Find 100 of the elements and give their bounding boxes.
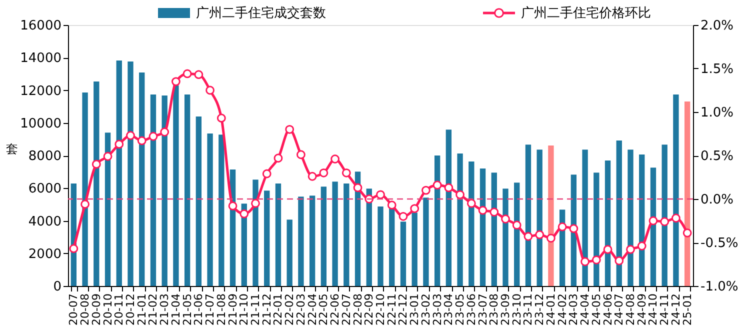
bar <box>639 154 645 286</box>
x-tick-label: 22-07 <box>340 294 353 326</box>
point <box>148 132 158 141</box>
point <box>648 216 658 226</box>
bar <box>378 206 384 286</box>
point <box>206 86 215 95</box>
x-tick-label: 22-09 <box>362 294 376 326</box>
bar <box>162 95 168 286</box>
y2-tick-label: 1.5% <box>700 62 734 77</box>
bar <box>173 85 179 286</box>
point <box>682 228 692 238</box>
bar <box>104 132 111 286</box>
point <box>501 214 510 224</box>
legend-label: 广州二手住宅成交套数 <box>196 5 326 21</box>
x-tick-label: 23-12 <box>533 294 546 326</box>
x-tick-label: 23-03 <box>430 294 444 326</box>
x-tick-label: 23-10 <box>510 294 524 326</box>
point <box>194 70 204 80</box>
y-tick-label: 4000 <box>28 214 62 230</box>
bar <box>150 94 156 286</box>
point <box>319 168 328 178</box>
x-tick-label: 23-05 <box>454 294 467 326</box>
bar <box>673 94 679 286</box>
x-tick-label: 20-11 <box>112 294 126 326</box>
point <box>228 202 238 210</box>
point <box>398 212 408 221</box>
bar <box>594 172 600 286</box>
x-tick-label: 23-01 <box>408 294 422 326</box>
x-tick-label: 21-04 <box>169 294 182 326</box>
y-tick-label: 12000 <box>20 84 62 99</box>
x-tick-label: 21-08 <box>214 294 228 326</box>
x-tick-label: 21-12 <box>260 294 274 326</box>
y-tick-label: 16000 <box>20 18 62 34</box>
point <box>637 242 646 250</box>
x-tick-label: 23-09 <box>499 294 512 326</box>
bar <box>446 130 452 286</box>
bar <box>286 220 292 286</box>
x-tick-label: 22-01 <box>272 294 285 326</box>
bar <box>650 168 656 286</box>
x-tick-label: 23-08 <box>488 294 501 326</box>
bar <box>82 92 88 286</box>
point <box>603 245 612 254</box>
x-tick-label: 24-04 <box>578 294 592 326</box>
point <box>512 220 522 230</box>
bar <box>582 150 588 286</box>
bar <box>434 156 440 286</box>
bar <box>525 144 532 286</box>
x-tick-label: 22-08 <box>351 294 364 326</box>
point <box>182 69 192 78</box>
y2-tick-label: 1.0% <box>700 106 734 120</box>
x-tick-label: 24-05 <box>590 294 603 326</box>
point <box>69 244 78 254</box>
y2-tick-label: -0.5% <box>700 236 738 251</box>
bar <box>468 162 474 286</box>
x-tick-label: 21-01 <box>135 294 148 326</box>
y2-tick-label: -1.0% <box>700 280 738 294</box>
bar <box>389 208 395 286</box>
point <box>592 255 601 264</box>
point <box>432 180 442 190</box>
point <box>342 168 351 178</box>
bar <box>491 172 497 286</box>
point <box>296 150 306 160</box>
point <box>421 186 430 195</box>
x-tick-label: 22-03 <box>294 294 308 326</box>
bar <box>252 180 258 286</box>
bar <box>94 81 100 286</box>
bar <box>604 160 611 286</box>
x-tick-label: 22-04 <box>306 294 319 326</box>
x-tick-label: 21-06 <box>192 294 206 326</box>
point <box>660 217 670 226</box>
x-tick-label: 20-10 <box>101 294 114 326</box>
y2-tick-label: 2.0% <box>700 18 734 34</box>
x-tick-label: 21-09 <box>226 294 240 326</box>
point <box>671 214 680 223</box>
point <box>285 124 294 134</box>
bar <box>264 190 270 286</box>
y-axis-title: 套 <box>6 142 18 156</box>
point <box>387 200 396 210</box>
bar <box>628 150 634 286</box>
x-tick-label: 24-09 <box>635 294 648 326</box>
point <box>558 222 567 232</box>
point <box>103 152 112 161</box>
point <box>80 200 90 209</box>
x-tick-label: 20-09 <box>90 294 103 326</box>
y-tick-label: 14000 <box>20 51 62 66</box>
point <box>330 154 340 164</box>
point <box>92 160 101 169</box>
x-tick-label: 20-12 <box>124 294 137 326</box>
point <box>580 257 590 266</box>
y2-tick-label: 0.5% <box>700 149 734 164</box>
x-tick-label: 24-02 <box>556 294 569 326</box>
x-tick-label: 22-12 <box>396 294 410 326</box>
bar <box>616 140 622 286</box>
point <box>490 208 499 216</box>
bar <box>309 196 316 286</box>
x-tick-label: 20-07 <box>67 294 80 326</box>
x-tick-label: 22-10 <box>374 294 387 326</box>
x-tick-label: 21-11 <box>249 294 262 326</box>
x-tick-label: 23-02 <box>419 294 432 326</box>
point <box>262 169 272 178</box>
